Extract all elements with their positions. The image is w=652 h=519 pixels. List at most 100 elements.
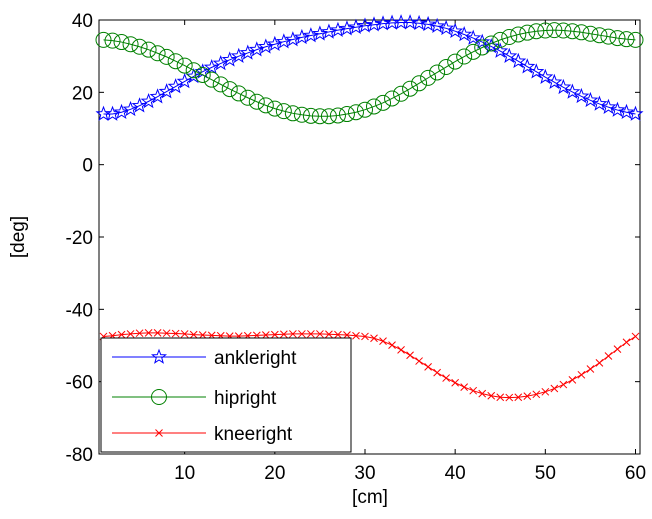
data-point-kneeright xyxy=(334,330,342,339)
data-point-kneeright xyxy=(180,330,189,338)
y-tick-label: 20 xyxy=(72,83,93,104)
data-point-hipright xyxy=(474,39,491,56)
data-point-kneeright xyxy=(469,386,478,395)
data-point-ankleright xyxy=(230,47,247,63)
data-point-hipright xyxy=(627,31,644,48)
data-point-hipright xyxy=(501,28,518,45)
data-point-ankleright xyxy=(402,14,419,30)
data-point-hipright xyxy=(537,22,554,39)
legend-item-ankleright: ankleright xyxy=(112,348,297,369)
data-point-kneeright xyxy=(361,332,369,341)
data-point-hipright xyxy=(465,43,482,60)
data-point-kneeright xyxy=(162,329,171,338)
data-point-kneeright xyxy=(126,330,135,338)
data-point-kneeright xyxy=(595,359,604,367)
data-point-kneeright xyxy=(352,331,360,340)
data-point-hipright xyxy=(420,69,437,86)
data-point-hipright xyxy=(293,106,310,123)
data-point-kneeright xyxy=(307,330,315,338)
data-point-kneeright xyxy=(135,329,144,338)
data-point-hipright xyxy=(221,81,238,98)
data-point-kneeright xyxy=(478,389,487,398)
data-point-hipright xyxy=(248,93,265,110)
data-point-ankleright xyxy=(456,26,473,42)
data-point-kneeright xyxy=(577,370,586,379)
data-point-ankleright xyxy=(158,83,175,99)
data-point-kneeright xyxy=(298,330,306,338)
data-point-kneeright xyxy=(550,384,559,393)
data-point-hipright xyxy=(375,94,392,111)
data-point-hipright xyxy=(275,103,292,120)
data-point-kneeright xyxy=(622,338,631,347)
data-point-ankleright xyxy=(465,29,482,45)
data-point-hipright xyxy=(356,101,373,118)
data-point-kneeright xyxy=(279,330,288,339)
data-point-ankleright xyxy=(519,58,536,74)
data-point-hipright xyxy=(167,53,184,70)
data-point-kneeright xyxy=(514,393,523,402)
data-point-ankleright xyxy=(411,14,428,31)
data-point-ankleright xyxy=(537,68,554,84)
axis-ticks: 10 20 30 40 50 60 40 20 0 -20 -40 -60 -80 xyxy=(66,11,647,484)
data-point-ankleright xyxy=(239,44,256,60)
legend-marker-ankleright xyxy=(150,348,168,364)
data-point-kneeright xyxy=(415,357,423,365)
data-point-ankleright xyxy=(447,22,464,39)
x-tick-label: 40 xyxy=(445,463,466,484)
data-point-hipright xyxy=(483,35,500,52)
data-point-ankleright xyxy=(591,95,608,111)
data-point-hipright xyxy=(609,30,626,47)
data-point-kneeright xyxy=(451,378,460,387)
data-point-kneeright xyxy=(261,331,270,339)
data-point-hipright xyxy=(176,57,193,74)
data-point-kneeright xyxy=(289,330,297,338)
x-tick-label: 50 xyxy=(535,463,556,484)
y-tick-label: -20 xyxy=(66,228,93,249)
data-point-kneeright xyxy=(316,330,324,338)
data-point-ankleright xyxy=(420,15,437,32)
data-point-ankleright xyxy=(528,63,545,79)
data-point-ankleright xyxy=(618,103,635,120)
data-point-kneeright xyxy=(171,329,180,338)
data-point-kneeright xyxy=(523,392,532,400)
data-point-hipright xyxy=(203,71,220,88)
data-point-hipright xyxy=(519,24,536,41)
data-point-ankleright xyxy=(248,41,265,57)
data-point-hipright xyxy=(302,107,319,124)
data-point-ankleright xyxy=(501,47,518,63)
data-point-hipright xyxy=(438,59,455,76)
data-point-ankleright xyxy=(122,100,139,117)
data-point-hipright xyxy=(158,48,175,65)
y-axis-label: [deg] xyxy=(8,216,29,258)
y-tick-label: -60 xyxy=(66,373,93,394)
y-tick-label: 0 xyxy=(82,156,93,177)
data-point-ankleright xyxy=(492,42,509,58)
data-point-ankleright xyxy=(600,98,617,114)
data-point-kneeright xyxy=(198,331,207,339)
data-point-hipright xyxy=(384,90,401,107)
y-tick-label: 40 xyxy=(72,11,93,32)
data-point-kneeright xyxy=(532,390,541,399)
data-point-hipright xyxy=(402,80,419,97)
data-point-hipright xyxy=(456,48,473,65)
data-point-hipright xyxy=(564,23,581,40)
data-point-kneeright xyxy=(460,383,469,391)
data-point-hipright xyxy=(618,31,635,48)
data-point-kneeright xyxy=(388,341,396,349)
series-hipright xyxy=(95,22,644,125)
data-point-kneeright xyxy=(424,362,432,371)
data-point-kneeright xyxy=(397,345,405,354)
data-point-ankleright xyxy=(555,78,572,95)
data-point-ankleright xyxy=(140,92,157,109)
data-point-kneeright xyxy=(568,376,577,384)
data-point-hipright xyxy=(510,26,527,43)
data-point-ankleright xyxy=(474,33,491,49)
data-point-hipright xyxy=(492,31,509,48)
data-point-kneeright xyxy=(496,393,505,402)
legend-label-kneeright: kneeright xyxy=(214,424,293,445)
data-point-hipright xyxy=(230,85,247,102)
data-point-kneeright xyxy=(370,334,378,343)
x-axis-label: [cm] xyxy=(352,487,388,508)
data-point-ankleright xyxy=(185,67,202,84)
